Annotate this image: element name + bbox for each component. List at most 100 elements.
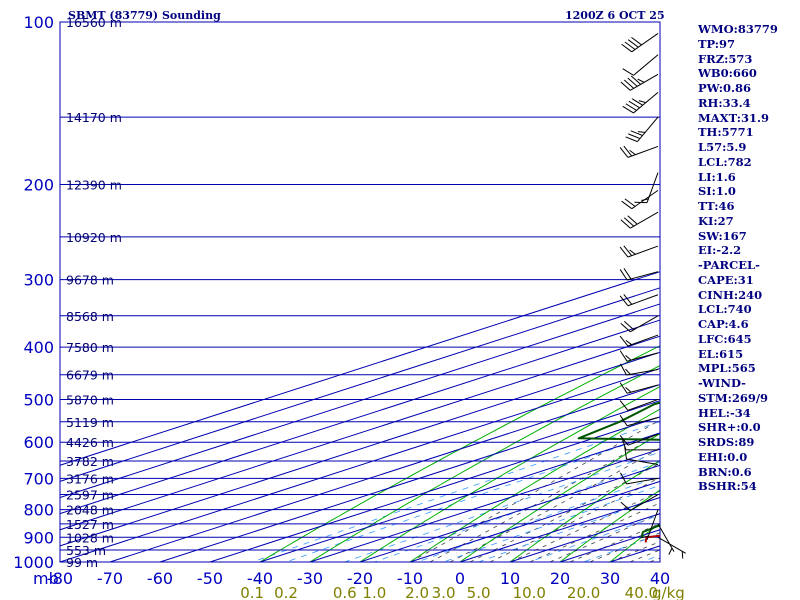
mixing-ratio-label: 2.0 (405, 584, 429, 600)
wind-barb (620, 315, 659, 333)
height-label: 7580 m (66, 340, 114, 355)
barb-feather (622, 68, 634, 76)
barb-feather (631, 98, 643, 106)
height-label: 3176 m (66, 471, 114, 486)
temperature-tick-label: 30 (600, 569, 620, 588)
barb-feather (623, 79, 635, 89)
index-item: SRDS:89 (698, 435, 755, 449)
index-item: PW:0.86 (698, 81, 752, 95)
mixing-ratio-label: 5.0 (467, 584, 491, 600)
index-item: -PARCEL- (698, 258, 760, 272)
barb-feather (623, 294, 633, 305)
barb-feather (625, 136, 638, 143)
barb-staff (626, 271, 659, 281)
barb-feather (619, 350, 628, 362)
barb-feather (620, 363, 627, 376)
pressure-tick-label: 200 (23, 176, 54, 195)
index-item: CAPE:31 (698, 272, 754, 287)
wind-barb (619, 398, 659, 411)
temperature-tick-label: -50 (197, 569, 223, 588)
wind-barb (619, 334, 659, 347)
temperature-tick-label: -80 (47, 569, 73, 588)
wind-barb (657, 536, 686, 559)
pressure-tick-label: 700 (23, 469, 54, 488)
barb-feather (621, 200, 633, 210)
barb-feather (625, 387, 632, 393)
index-item: LFC:645 (698, 331, 752, 346)
index-item: MPL:565 (698, 361, 756, 376)
isotherm (59, 271, 661, 466)
index-item: CINH:240 (698, 287, 763, 302)
pressure-tick-label: 100 (23, 13, 54, 32)
barb-feather (619, 335, 629, 347)
index-item: LI:1.6 (698, 169, 736, 184)
barb-feather (631, 36, 642, 46)
wind-barb (619, 268, 659, 281)
index-item: HEL:-34 (698, 405, 751, 420)
barb-feather (627, 77, 638, 87)
barb-feather (627, 215, 638, 225)
moist-adiabat (549, 513, 660, 562)
temperature-tick-label: 40 (650, 569, 670, 588)
barb-staff (627, 334, 659, 347)
height-label: 12390 m (66, 178, 122, 193)
barb-feather (629, 149, 636, 156)
index-item: WB0:660 (698, 66, 757, 81)
barb-feather (625, 355, 632, 361)
index-item: RH:33.4 (698, 95, 751, 110)
barb-staff (646, 172, 659, 203)
index-item: FRZ:573 (698, 51, 753, 66)
barb-feather (625, 339, 632, 346)
pressure-isotherm-grid (59, 21, 661, 563)
wind-barb (619, 294, 659, 307)
height-label: 5119 m (66, 415, 114, 430)
height-label: 3782 m (66, 454, 114, 469)
barb-feather (629, 249, 636, 255)
barb-feather (619, 295, 629, 307)
barb-staff (627, 294, 659, 307)
barb-feather (624, 198, 636, 207)
wind-barb (619, 433, 659, 446)
barb-feather (627, 39, 639, 48)
wind-barb (619, 245, 659, 258)
isotherm (59, 303, 661, 498)
height-label: 2048 m (66, 503, 114, 518)
wind-barb (620, 472, 659, 485)
index-item: TT:46 (698, 199, 735, 213)
barb-feather (620, 501, 631, 511)
index-item: TH:5771 (698, 125, 754, 140)
wind-barb (620, 73, 659, 91)
wind-barb (619, 382, 659, 394)
wind-barb (620, 211, 659, 229)
index-item: SI:1.0 (698, 184, 736, 199)
isotherm (359, 464, 661, 563)
pressure-tick-label: 800 (23, 501, 54, 520)
barb-staff (637, 116, 659, 142)
barb-feather (638, 100, 646, 104)
isotherm (209, 416, 661, 563)
barb-feather (619, 434, 629, 446)
isotherm (109, 384, 661, 563)
barb-staff (627, 245, 659, 258)
isotherm (59, 351, 661, 547)
temperature-tick-label: 10 (500, 569, 520, 588)
barb-feather (630, 130, 643, 136)
mixing-ratio-label: 1.0 (362, 584, 386, 600)
barb-feather (624, 446, 627, 460)
barb-feather (623, 217, 635, 227)
isotherm (59, 335, 661, 531)
height-label: 2597 m (66, 488, 114, 503)
index-item: STM:269/9 (698, 390, 769, 405)
wind-barb (622, 54, 659, 76)
index-item: MAXT:31.9 (698, 110, 769, 125)
temperature-tick-label: -70 (97, 569, 123, 588)
wind-barb (620, 363, 659, 376)
wind-barb (657, 523, 675, 555)
wind-barb (625, 116, 659, 143)
mixing-ratio-label: 40.0 (625, 584, 658, 600)
wind-barb (641, 509, 659, 540)
index-item: EL:615 (698, 346, 744, 361)
wind-barbs (619, 33, 686, 559)
